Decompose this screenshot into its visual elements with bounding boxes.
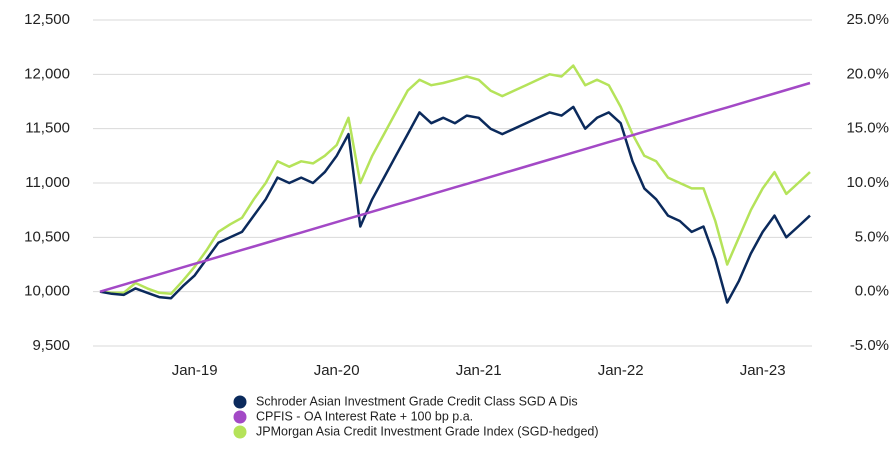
legend-marker	[233, 425, 247, 439]
legend-marker	[233, 395, 247, 409]
y2-tick-label: 20.0%	[846, 65, 889, 82]
y2-tick-label: 10.0%	[846, 174, 889, 191]
series-line	[99, 81, 811, 293]
y2-tick-label: 0.0%	[855, 283, 889, 300]
series-line	[99, 105, 811, 304]
y2-tick-label: 5.0%	[855, 228, 889, 245]
x-tick-label: Jan-20	[314, 362, 360, 379]
x-tick-label: Jan-23	[740, 362, 786, 379]
y2-tick-label: 15.0%	[846, 120, 889, 137]
y-tick-label: 11,500	[25, 120, 70, 137]
y-tick-label: 10,000	[24, 283, 70, 300]
x-tick-label: Jan-22	[598, 362, 644, 379]
series-line	[99, 64, 811, 296]
x-tick-label: Jan-21	[456, 362, 502, 379]
x-tick-label: Jan-19	[172, 362, 218, 379]
legend-label: Schroder Asian Investment Grade Credit C…	[256, 394, 578, 408]
legend-label: CPFIS - OA Interest Rate + 100 bp p.a.	[256, 409, 473, 423]
y-tick-label: 10,500	[24, 228, 70, 245]
y-tick-label: 11,000	[25, 174, 70, 191]
y-tick-label: 12,500	[24, 11, 70, 28]
legend-marker	[233, 410, 247, 424]
y-tick-label: 12,000	[24, 65, 70, 82]
y-tick-label: 9,500	[32, 337, 70, 354]
y2-tick-label: -5.0%	[850, 337, 889, 354]
legend-label: JPMorgan Asia Credit Investment Grade In…	[256, 424, 599, 438]
y2-tick-label: 25.0%	[846, 11, 889, 28]
